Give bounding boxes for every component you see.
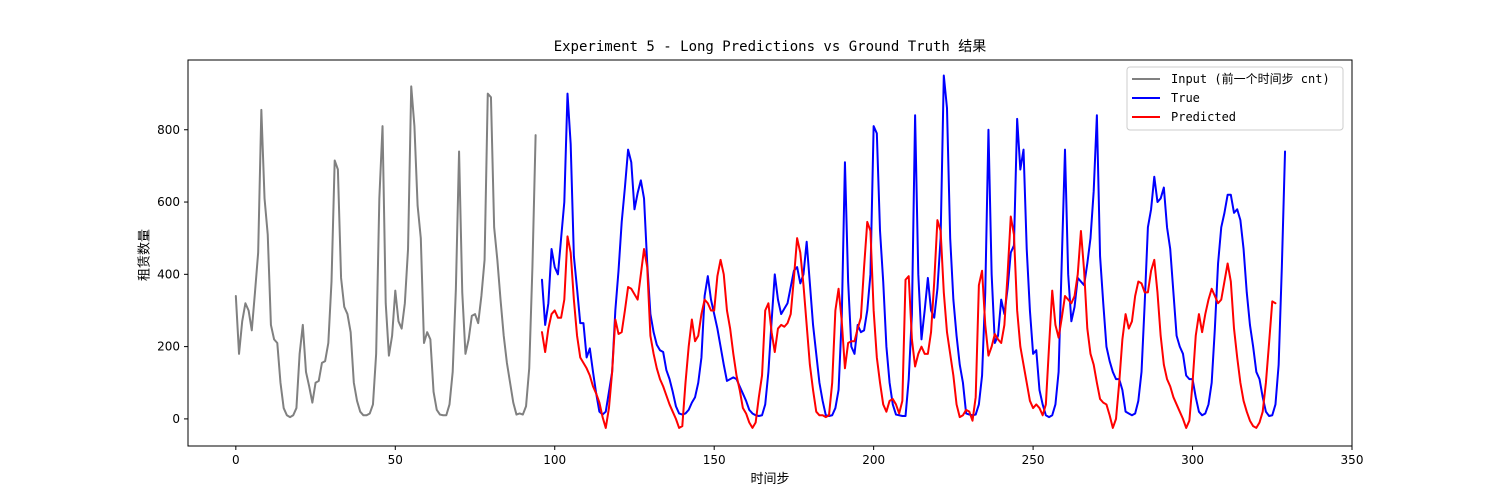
axes-frame <box>187 59 1353 447</box>
y-tick-label: 0 <box>172 412 180 426</box>
y-tick-label: 800 <box>157 123 180 137</box>
series-layer <box>234 74 1287 429</box>
y-tick-label: 200 <box>157 340 180 354</box>
series-line-0 <box>234 85 537 419</box>
x-tick-label: 350 <box>1341 453 1364 467</box>
series-line-2 <box>540 215 1277 429</box>
series-line-1 <box>540 74 1287 419</box>
legend: Input (前一个时间步 cnt) True Predicted <box>1126 66 1344 131</box>
y-axis-label: 租赁数量 <box>137 228 153 282</box>
x-tick-label: 0 <box>232 453 240 467</box>
x-axis-label: 时间步 <box>750 472 790 487</box>
x-tick-label: 200 <box>862 453 885 467</box>
axes-layer: 0 50 100 150 200 250 300 350 0 200 400 600 800 <box>157 59 1364 467</box>
legend-label: True <box>1171 91 1200 105</box>
legend-label: Predicted <box>1171 110 1236 124</box>
x-tick-label: 300 <box>1181 453 1204 467</box>
x-tick-label: 250 <box>1022 453 1045 467</box>
y-tick-label: 400 <box>157 267 180 281</box>
x-tick-label: 100 <box>543 453 566 467</box>
legend-label: Input (前一个时间步 cnt) <box>1171 71 1330 86</box>
chart-title: Experiment 5 - Long Predictions vs Groun… <box>553 39 987 55</box>
x-tick-label: 150 <box>703 453 726 467</box>
y-tick-label: 600 <box>157 195 180 209</box>
legend-box <box>1126 66 1344 131</box>
x-tick-label: 50 <box>388 453 403 467</box>
